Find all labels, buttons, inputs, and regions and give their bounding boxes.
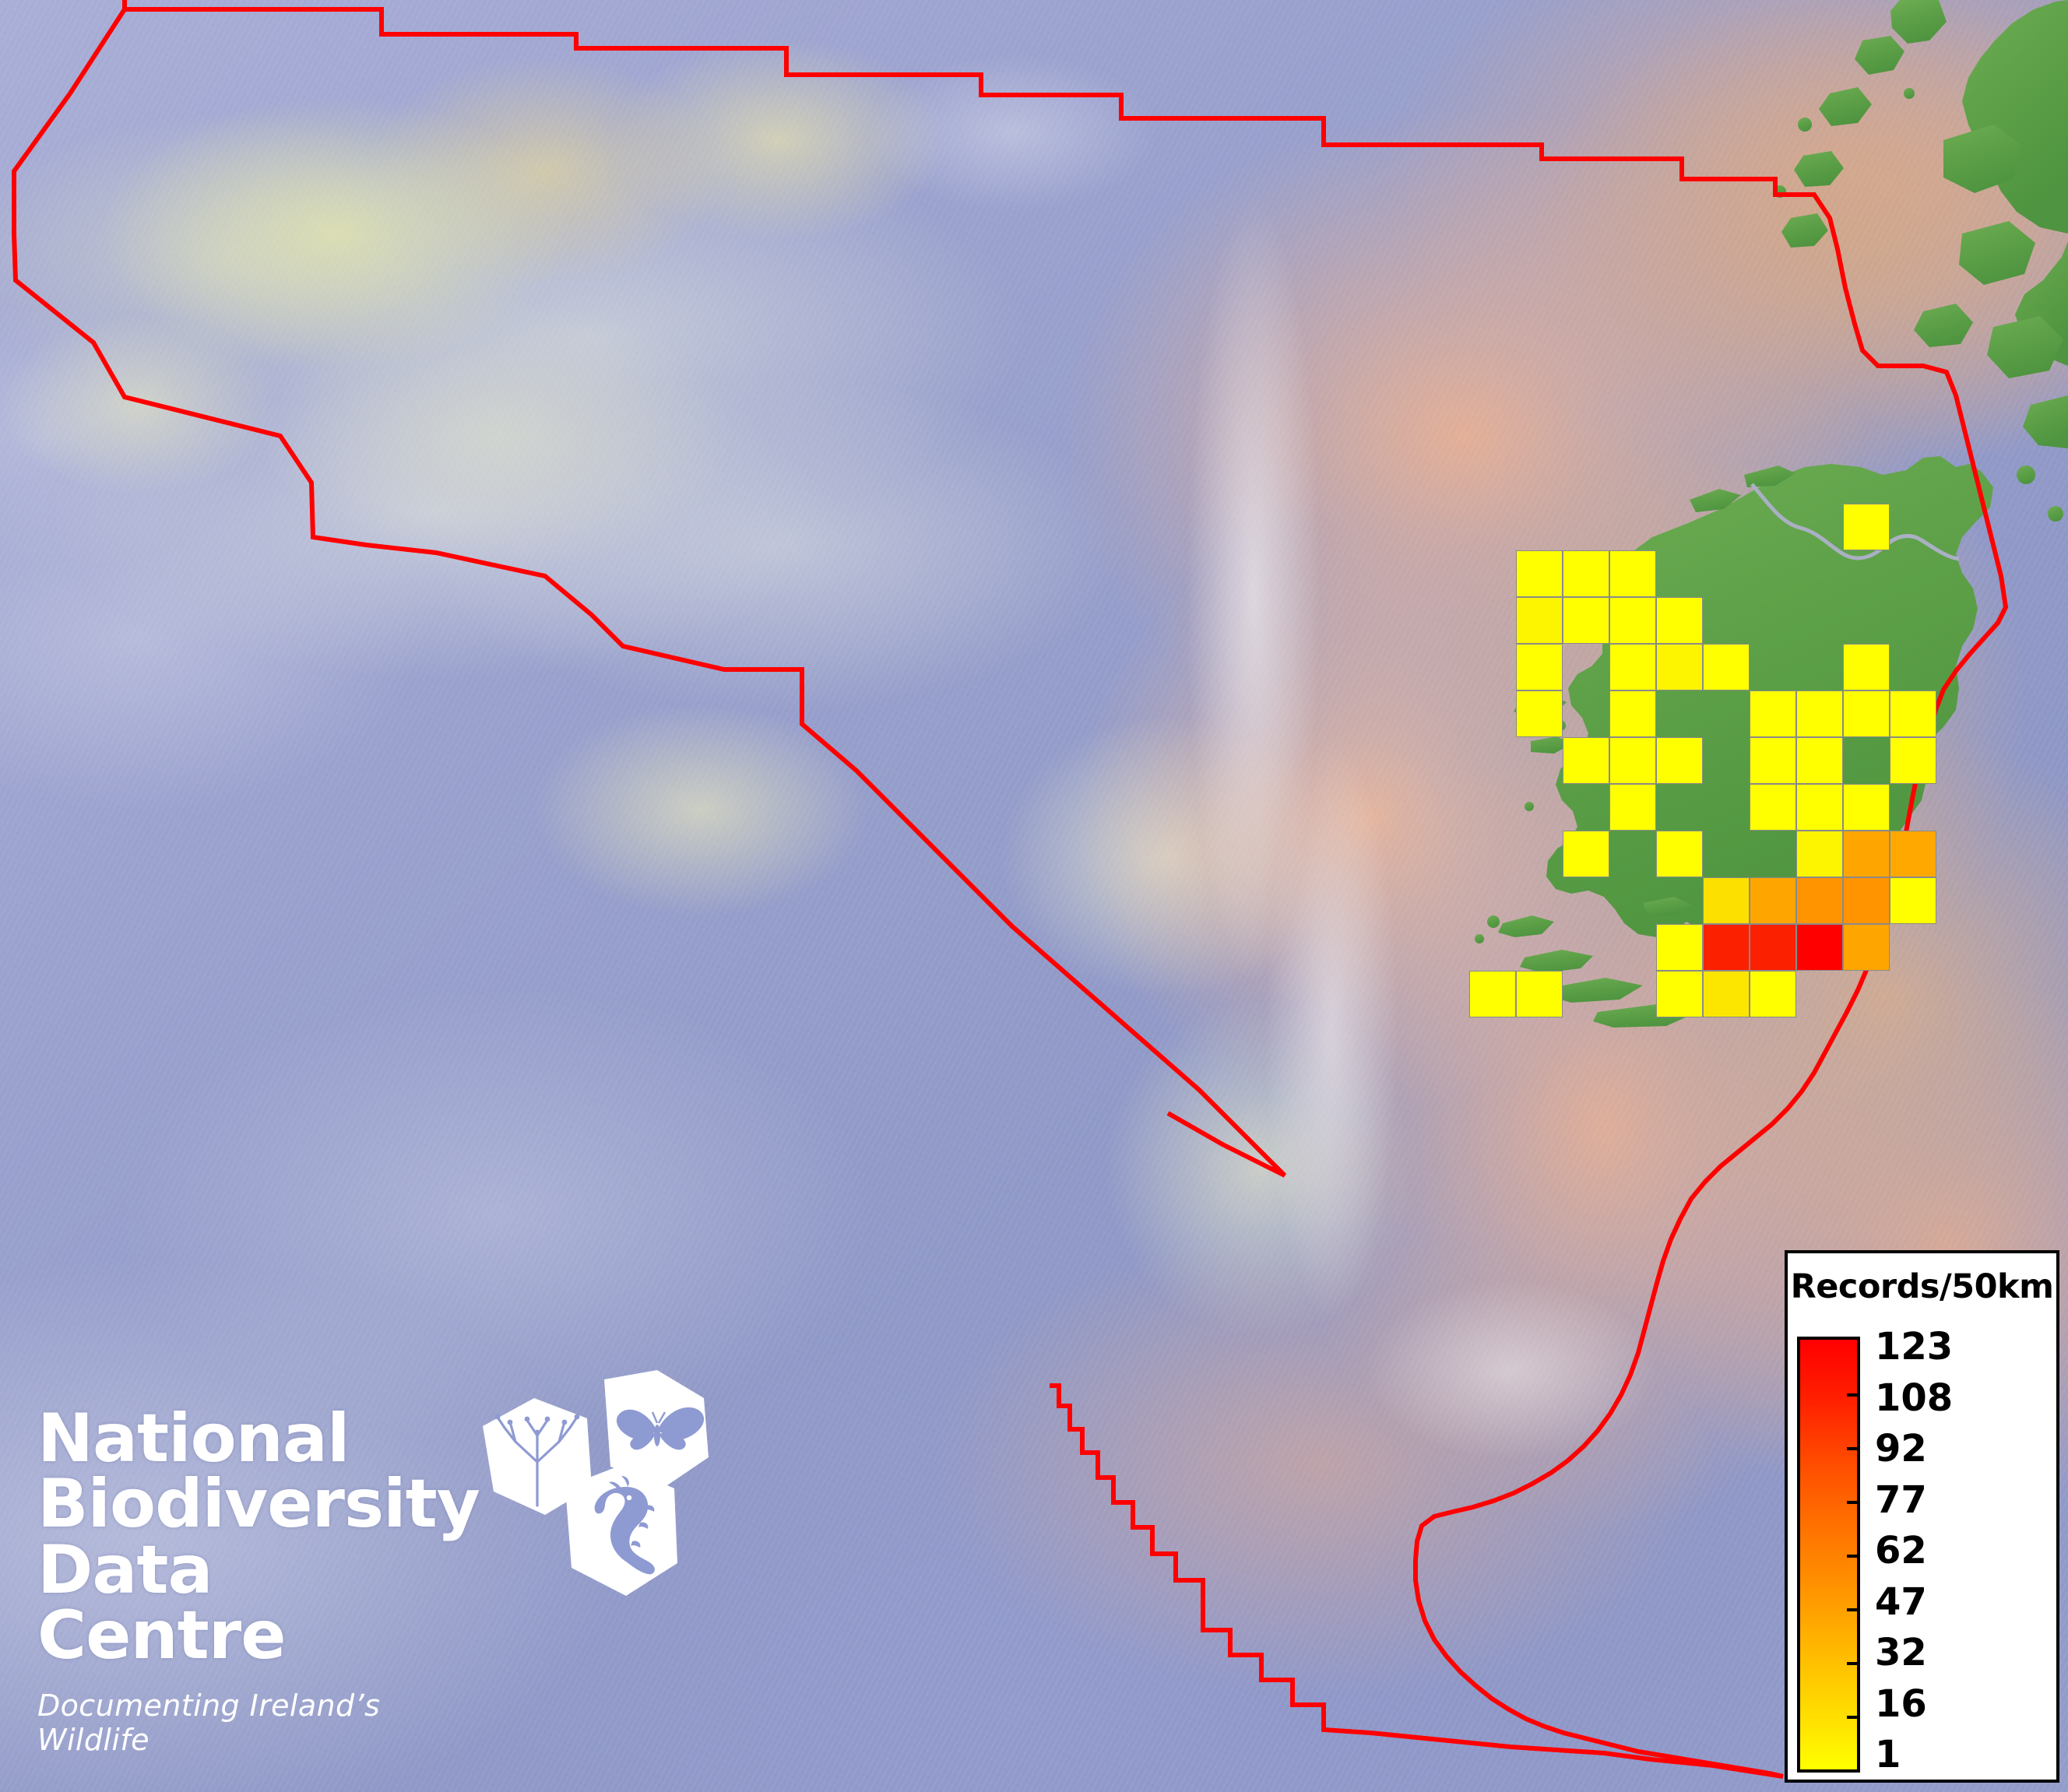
grid-cell xyxy=(1843,690,1890,737)
legend-label: 123 xyxy=(1875,1325,1954,1369)
grid-cell xyxy=(1656,644,1703,690)
legend-panel: Records/50km 123 108 92 77 62 47 32 16 1 xyxy=(1785,1250,2059,1783)
grid-cell xyxy=(1750,737,1796,784)
legend-label: 77 xyxy=(1875,1478,1927,1522)
colorbar-tick xyxy=(1847,1608,1858,1611)
grid-cell xyxy=(1796,737,1843,784)
legend-title: Records/50km xyxy=(1790,1267,2054,1306)
legend-tick-labels: 123 108 92 77 62 47 32 16 1 xyxy=(1875,1328,2054,1780)
grid-cell xyxy=(1843,877,1890,924)
colorbar-tick xyxy=(1847,1393,1858,1397)
grid-cell xyxy=(1890,690,1936,737)
grid-cell xyxy=(1796,877,1843,924)
grid-cell xyxy=(1703,877,1750,924)
colorbar-tick xyxy=(1847,1501,1858,1504)
grid-cell xyxy=(1563,831,1609,877)
legend-colorbar xyxy=(1797,1337,1860,1773)
logo-line-1: National xyxy=(37,1400,350,1478)
eez-stepped-outline xyxy=(1050,1383,1784,1779)
legend-label: 16 xyxy=(1875,1681,1927,1726)
grid-cell xyxy=(1563,737,1609,784)
grid-cell xyxy=(1890,877,1936,924)
legend-label: 47 xyxy=(1875,1579,1927,1624)
grid-cell xyxy=(1796,690,1843,737)
grid-cell xyxy=(1563,597,1609,644)
legend-label: 92 xyxy=(1875,1427,1927,1470)
grid-cell xyxy=(1750,784,1796,831)
grid-cell xyxy=(1609,690,1656,737)
grid-cell xyxy=(1516,597,1563,644)
grid-cell xyxy=(1656,737,1703,784)
nbdc-logo: National Biodiversity Data Centre Docume… xyxy=(37,1370,723,1775)
logo-wordmark: National Biodiversity Data Centre Docume… xyxy=(37,1400,480,1758)
grid-cell xyxy=(1656,831,1703,877)
logo-line-2: Biodiversity xyxy=(37,1465,480,1544)
grid-cell xyxy=(1750,971,1796,1017)
grid-cell xyxy=(1516,690,1563,737)
grid-cell xyxy=(1703,971,1750,1017)
grid-cell xyxy=(1796,831,1843,877)
grid-cell xyxy=(1843,504,1890,550)
eez-boundary-west xyxy=(12,0,1287,1178)
legend-label: 62 xyxy=(1875,1529,1927,1572)
logo-tagline: Documenting Ireland’s Wildlife xyxy=(37,1688,381,1758)
grid-cell xyxy=(1843,924,1890,971)
grid-cell xyxy=(1609,597,1656,644)
grid-cell xyxy=(1750,877,1796,924)
grid-cell xyxy=(1843,784,1890,831)
colorbar-tick xyxy=(1847,1662,1858,1665)
grid-cell xyxy=(1656,597,1703,644)
seahorse-hexagon-icon xyxy=(565,1465,677,1596)
scotland-landmass xyxy=(1774,0,2068,522)
grid-cell xyxy=(1750,690,1796,737)
logo-hexagon-marks xyxy=(473,1370,723,1627)
grid-cell xyxy=(1796,784,1843,831)
grid-cell xyxy=(1469,971,1516,1017)
grid-cell xyxy=(1516,971,1563,1017)
plant-hexagon-icon xyxy=(483,1398,592,1515)
colorbar-tick xyxy=(1847,1769,1858,1773)
grid-cell xyxy=(1890,737,1936,784)
colorbar-tick xyxy=(1847,1555,1858,1558)
eez-boundary-line xyxy=(122,0,2009,1779)
legend-label: 32 xyxy=(1875,1631,1927,1674)
grid-cell xyxy=(1516,644,1563,690)
grid-cell xyxy=(1609,784,1656,831)
legend-colorbar-wrapper xyxy=(1797,1337,1860,1773)
northern-ireland-border xyxy=(1750,483,1960,561)
grid-cell xyxy=(1609,644,1656,690)
grid-cell xyxy=(1563,550,1609,597)
grid-cell xyxy=(1703,924,1750,971)
grid-cell xyxy=(1656,971,1703,1017)
grid-cell xyxy=(1656,924,1703,971)
colorbar-tick xyxy=(1847,1447,1858,1450)
grid-cell xyxy=(1843,831,1890,877)
grid-cell xyxy=(1609,550,1656,597)
grid-cell xyxy=(1609,737,1656,784)
legend-label: 1 xyxy=(1875,1733,1901,1776)
legend-label: 108 xyxy=(1875,1376,1954,1420)
grid-cell xyxy=(1890,831,1936,877)
grid-cell xyxy=(1796,924,1843,971)
grid-cell xyxy=(1516,550,1563,597)
grid-cell xyxy=(1703,644,1750,690)
logo-line-3: Data Centre xyxy=(37,1530,287,1674)
colorbar-tick xyxy=(1847,1716,1858,1719)
grid-cell xyxy=(1750,924,1796,971)
butterfly-hexagon-icon xyxy=(604,1370,709,1487)
grid-cell xyxy=(1843,644,1890,690)
